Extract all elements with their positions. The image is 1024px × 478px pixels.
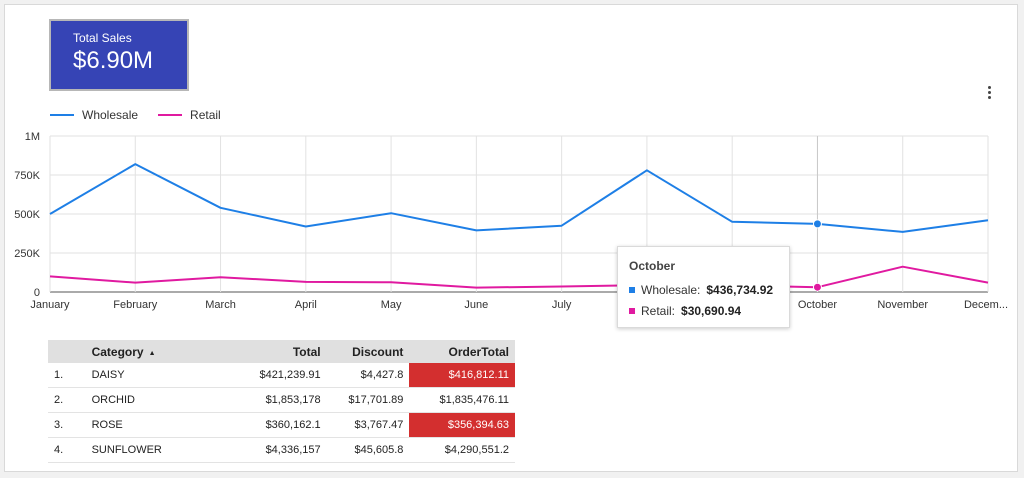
y-tick-label: 750K xyxy=(14,170,40,182)
table-row[interactable]: 2. ORCHID $1,853,178 $17,701.89 $1,835,4… xyxy=(48,387,515,413)
x-tick-label: May xyxy=(381,299,402,311)
series-line-retail xyxy=(49,265,989,289)
table-row[interactable]: 3. ROSE $360,162.1 $3,767.47 $356,394.63 xyxy=(48,412,515,438)
chart-legend: Wholesale Retail xyxy=(50,108,221,122)
data-point-wholesale xyxy=(812,219,822,229)
scorecard-value: $6.90M xyxy=(73,47,154,74)
row-discount: $4,427.8 xyxy=(326,363,410,388)
tooltip-swatch-wholesale xyxy=(629,287,635,293)
table-row[interactable]: 1. DAISY $421,239.91 $4,427.8 $416,812.1… xyxy=(48,363,515,388)
row-index: 4. xyxy=(48,437,86,463)
data-point-retail xyxy=(812,282,822,292)
tooltip-row-retail: Retail: $30,690.94 xyxy=(629,304,741,318)
legend-label-wholesale: Wholesale xyxy=(82,108,139,122)
y-tick-label: 1M xyxy=(25,131,40,143)
row-discount: $17,701.89 xyxy=(326,387,410,413)
row-order-total: $416,812.11 xyxy=(409,363,515,388)
table-header-row: Category ▲ Total Discount OrderTotal xyxy=(48,340,515,363)
row-total: $1,853,178 xyxy=(230,387,327,413)
tooltip-value-wholesale: $436,734.92 xyxy=(706,283,774,297)
header-index xyxy=(48,340,86,363)
tooltip-row-wholesale: Wholesale: $436,734.92 xyxy=(629,283,773,297)
row-index: 1. xyxy=(48,363,86,388)
row-discount: $45,605.8 xyxy=(326,437,410,463)
tooltip-label-retail: Retail: xyxy=(641,304,676,318)
total-sales-scorecard[interactable]: Total Sales $6.90M xyxy=(49,19,189,91)
legend-item-retail[interactable]: Retail xyxy=(158,108,221,122)
legend-swatch-wholesale xyxy=(50,114,74,116)
row-category: ROSE xyxy=(85,412,231,438)
tooltip-value-retail: $30,690.94 xyxy=(681,304,742,318)
x-tick-label: February xyxy=(113,299,158,311)
sort-ascending-icon[interactable]: ▲ xyxy=(148,349,156,357)
x-tick-label: Decem... xyxy=(964,299,1008,311)
x-tick-label: July xyxy=(552,299,572,311)
header-discount[interactable]: Discount xyxy=(326,340,410,363)
header-category-label: Category xyxy=(91,344,144,359)
y-tick-label: 0 xyxy=(34,287,40,299)
y-tick-label: 500K xyxy=(14,209,40,221)
row-total: $360,162.1 xyxy=(230,412,327,438)
row-order-total: $1,835,476.11 xyxy=(409,387,515,413)
legend-label-retail: Retail xyxy=(190,108,221,122)
header-order-total[interactable]: OrderTotal xyxy=(409,340,515,363)
row-category: SUNFLOWER xyxy=(85,437,231,463)
x-tick-label: October xyxy=(798,299,837,311)
more-vert-icon[interactable] xyxy=(983,84,995,100)
x-tick-label: April xyxy=(295,299,317,311)
tooltip-title: October xyxy=(629,259,676,273)
row-total: $421,239.91 xyxy=(230,363,327,388)
legend-item-wholesale[interactable]: Wholesale xyxy=(50,108,138,122)
x-tick-label: November xyxy=(877,299,928,311)
row-index: 3. xyxy=(48,412,86,438)
row-category: ORCHID xyxy=(85,387,231,413)
x-tick-label: March xyxy=(205,299,236,311)
x-tick-label: June xyxy=(464,299,488,311)
row-index: 2. xyxy=(48,387,86,413)
table-row[interactable]: 4. SUNFLOWER $4,336,157 $45,605.8 $4,290… xyxy=(48,437,515,463)
row-order-total: $356,394.63 xyxy=(409,412,515,438)
tooltip-label-wholesale: Wholesale: xyxy=(641,283,701,297)
chart-tooltip: October Wholesale: $436,734.92 Retail: $… xyxy=(617,246,790,328)
header-category[interactable]: Category ▲ xyxy=(85,340,231,363)
legend-swatch-retail xyxy=(158,114,183,116)
tooltip-swatch-retail xyxy=(629,308,635,314)
series-line-wholesale xyxy=(49,163,989,233)
x-tick-label: January xyxy=(30,299,70,311)
row-category: DAISY xyxy=(85,363,231,388)
y-tick-label: 250K xyxy=(14,248,40,260)
row-total: $4,336,157 xyxy=(230,437,327,463)
category-table: Category ▲ Total Discount OrderTotal 1. D… xyxy=(48,340,515,463)
header-total[interactable]: Total xyxy=(230,340,327,363)
scorecard-label: Total Sales xyxy=(73,31,132,45)
row-order-total: $4,290,551.2 xyxy=(409,437,515,463)
row-discount: $3,767.47 xyxy=(326,412,410,438)
